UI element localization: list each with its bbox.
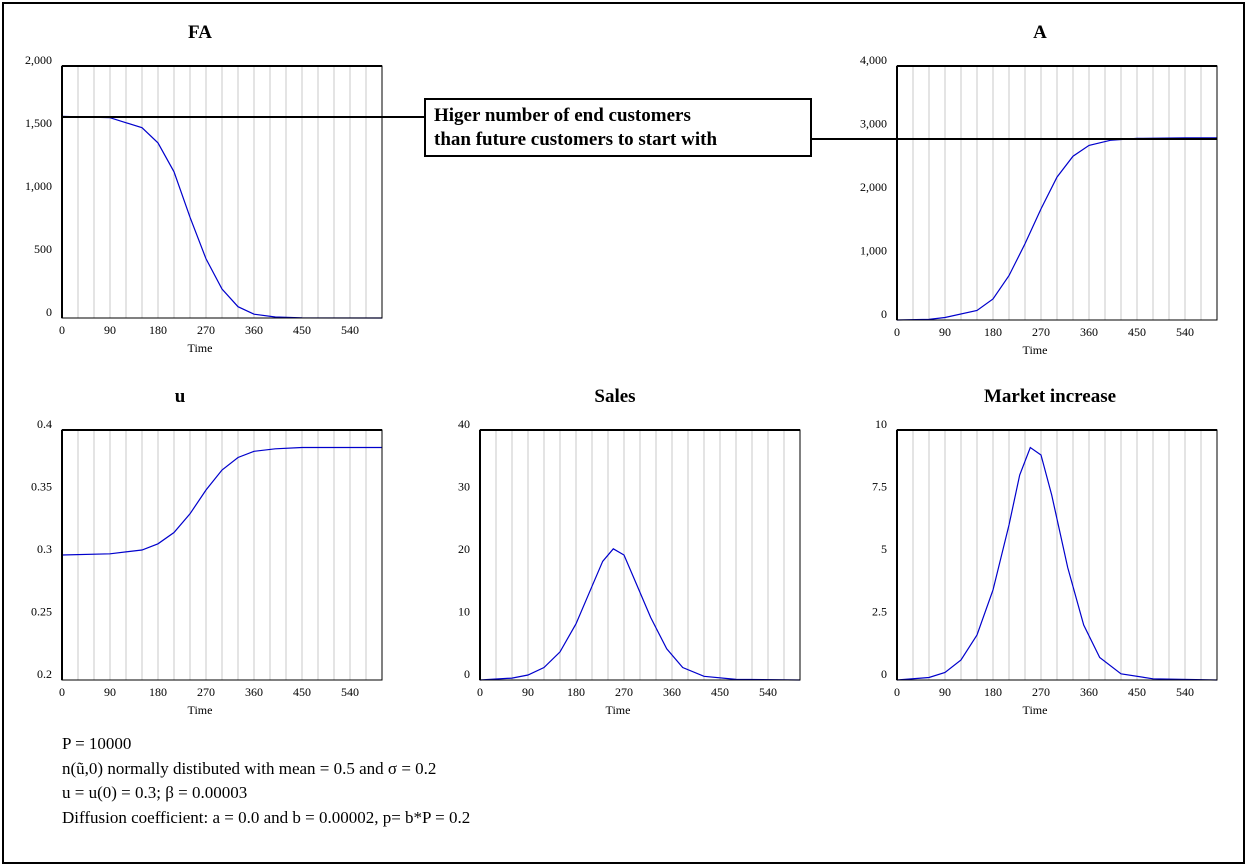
- x-tick-label: 180: [567, 685, 585, 699]
- y-tick-label: 500: [34, 242, 52, 256]
- x-tick-label: 360: [1080, 325, 1098, 339]
- y-tick-label: 0: [881, 307, 887, 321]
- series-line: [896, 446, 1218, 681]
- x-tick-label: 0: [894, 685, 900, 699]
- y-tick-label: 2.5: [872, 605, 887, 619]
- chart-title: Sales: [594, 386, 635, 407]
- y-tick-label: 0.2: [37, 667, 52, 681]
- chart-3: u 0 90 180 270 360 450 540 0.4 0.35 0.3 0.25 0.2 Time: [31, 386, 383, 717]
- y-tick-label: 2,000: [860, 180, 887, 194]
- series-line: [479, 548, 801, 681]
- x-tick-label: 0: [59, 323, 65, 337]
- x-tick-label: 90: [104, 685, 116, 699]
- y-tick-label: 30: [458, 480, 470, 494]
- y-tick-label: 0.3: [37, 542, 52, 556]
- y-tick-label: 0: [464, 667, 470, 681]
- x-tick-label: 360: [663, 685, 681, 699]
- chart-title: u: [175, 386, 186, 407]
- x-axis-label: Time: [188, 341, 213, 355]
- y-tick-label: 1,000: [860, 244, 887, 258]
- y-tick-label: 0.4: [37, 417, 52, 431]
- x-axis-label: Time: [1023, 703, 1048, 717]
- chart-2: A 0 90 180 270 360 450 540 4,000 3,000 2,000 1,000 0…: [860, 22, 1218, 357]
- x-tick-label: 0: [59, 685, 65, 699]
- x-tick-label: 90: [939, 325, 951, 339]
- x-tick-label: 0: [894, 325, 900, 339]
- chart-1: FA 0 90 180 270 360 450 540 2,000 1,500 1,000 500 0 T…: [25, 22, 383, 355]
- x-tick-label: 270: [1032, 685, 1050, 699]
- series-line: [61, 446, 382, 556]
- x-tick-label: 360: [245, 685, 263, 699]
- x-tick-label: 180: [984, 685, 1002, 699]
- x-tick-label: 360: [245, 323, 263, 337]
- x-tick-label: 90: [104, 323, 116, 337]
- chart-5: Market increase 0 90 180 270 360 450 540 10 7.5 5 2…: [872, 386, 1218, 717]
- x-tick-label: 0: [477, 685, 483, 699]
- y-tick-label: 1,000: [25, 179, 52, 193]
- x-tick-label: 180: [149, 323, 167, 337]
- x-tick-label: 270: [1032, 325, 1050, 339]
- annotation-line-2: than future customers to start with: [434, 129, 718, 150]
- y-tick-label: 3,000: [860, 117, 887, 131]
- x-tick-label: 90: [939, 685, 951, 699]
- y-tick-label: 0.25: [31, 605, 52, 619]
- y-tick-label: 10: [458, 605, 470, 619]
- x-tick-label: 450: [1128, 685, 1146, 699]
- x-tick-label: 450: [1128, 325, 1146, 339]
- chart-4: Sales 0 90 180 270 360 450 540 40 30 20 10 0 Time: [458, 386, 801, 717]
- x-tick-label: 540: [341, 685, 359, 699]
- chart-title: Market increase: [984, 386, 1116, 407]
- parameter-notes: P = 10000 n(ũ,0) normally distibuted wit…: [62, 732, 470, 830]
- y-tick-label: 1,500: [25, 116, 52, 130]
- x-tick-label: 540: [1176, 685, 1194, 699]
- y-tick-label: 20: [458, 542, 470, 556]
- y-tick-label: 0.35: [31, 480, 52, 494]
- note-line: P = 10000: [62, 734, 132, 753]
- x-axis-label: Time: [188, 703, 213, 717]
- annotation-callout: Higer number of end customers than futur…: [424, 98, 812, 157]
- x-tick-label: 270: [615, 685, 633, 699]
- note-line: Diffusion coefficient: a = 0.0 and b = 0…: [62, 807, 471, 827]
- y-tick-label: 2,000: [25, 53, 52, 67]
- x-tick-label: 90: [522, 685, 534, 699]
- chart-title: FA: [188, 22, 212, 43]
- x-tick-label: 540: [1176, 325, 1194, 339]
- y-tick-label: 10: [875, 417, 887, 431]
- x-tick-label: 540: [341, 323, 359, 337]
- x-tick-label: 540: [759, 685, 777, 699]
- y-tick-label: 5: [881, 542, 887, 556]
- x-axis-label: Time: [606, 703, 631, 717]
- x-tick-label: 180: [984, 325, 1002, 339]
- y-tick-label: 40: [458, 417, 470, 431]
- annotation-line-1: Higer number of end customers: [434, 105, 691, 126]
- x-tick-label: 270: [197, 685, 215, 699]
- y-tick-label: 0: [881, 667, 887, 681]
- y-tick-label: 4,000: [860, 53, 887, 67]
- note-line: n(ũ,0) normally distibuted with mean = 0…: [62, 758, 437, 778]
- x-tick-label: 270: [197, 323, 215, 337]
- x-tick-label: 450: [293, 323, 311, 337]
- x-tick-label: 450: [293, 685, 311, 699]
- chart-title: A: [1033, 22, 1047, 43]
- x-tick-label: 180: [149, 685, 167, 699]
- x-tick-label: 450: [711, 685, 729, 699]
- x-axis-label: Time: [1023, 343, 1048, 357]
- note-line: u = u(0) = 0.3; β = 0.00003: [62, 783, 248, 802]
- x-tick-label: 360: [1080, 685, 1098, 699]
- y-tick-label: 0: [46, 305, 52, 319]
- y-tick-label: 7.5: [872, 480, 887, 494]
- series-line: [61, 115, 383, 319]
